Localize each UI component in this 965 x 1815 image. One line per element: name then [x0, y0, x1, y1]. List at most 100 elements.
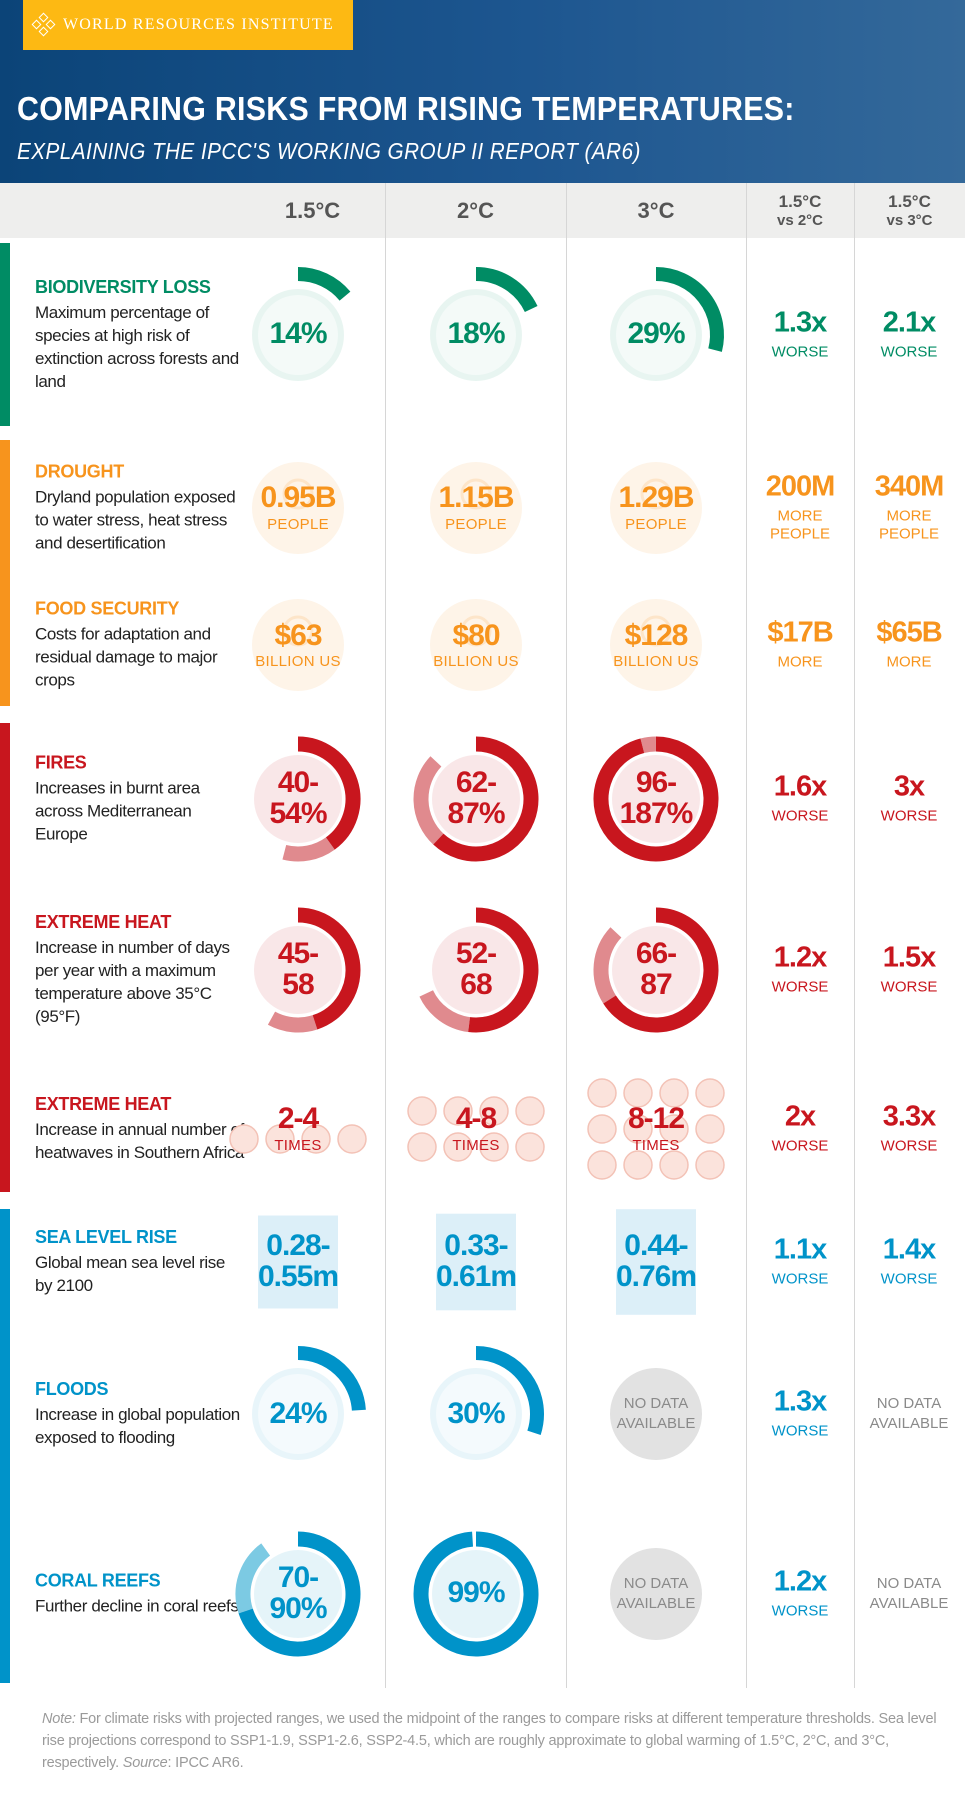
fish-icon — [436, 1213, 516, 1311]
value-number: $80 — [452, 618, 500, 652]
risk-value: 96- 187% — [620, 768, 694, 829]
sun-icon — [659, 1077, 689, 1108]
house-flood-icon — [430, 1346, 544, 1460]
value-number: 40- 54% — [269, 766, 327, 830]
risk-value-cell: 62- 87% — [401, 724, 551, 874]
column-header-1-5-vs-2: 1.5°C vs 2°C — [746, 183, 854, 238]
sun-icon — [252, 461, 344, 554]
wri-logo[interactable]: WORLD RESOURCES INSTITUTE — [23, 0, 353, 50]
range-high-arc — [419, 989, 471, 1033]
sun-icon — [515, 1131, 545, 1162]
crop-icon — [282, 615, 314, 647]
crop-icon — [252, 599, 344, 691]
risk-value-cell: 29% — [581, 260, 731, 410]
value-number: 4-8 — [455, 1102, 497, 1136]
column-header-row: 1.5°C 2°C 3°C 1.5°C vs 2°C 1.5°C vs 3°C — [0, 183, 965, 238]
crop-icon — [460, 615, 492, 647]
flame-icon — [593, 736, 719, 862]
risk-value: 45- 58 — [277, 937, 319, 1001]
value-number: 45- 58 — [277, 937, 319, 1001]
value-number: 1.15B — [438, 481, 514, 515]
sun-icon — [229, 1123, 367, 1154]
comparison-value: 1.4x WORSE — [857, 1235, 962, 1289]
sun-icon — [419, 907, 539, 1033]
comparison-unit: MORE PEOPLE — [878, 507, 940, 542]
range-high-arc — [282, 837, 335, 862]
no-data-backdrop — [610, 1368, 702, 1460]
risk-value-cell: 1.29B PEOPLE — [581, 433, 731, 583]
column-divider — [854, 183, 855, 1688]
sun-icon — [623, 1149, 653, 1180]
risk-value-cell: 66- 87 — [581, 895, 731, 1045]
comparison-value: 1.6x WORSE — [748, 772, 853, 826]
range-low-arc — [238, 1531, 361, 1656]
risk-title: EXTREME HEAT — [35, 912, 172, 932]
range-high-arc — [267, 1011, 318, 1033]
risk-title: DROUGHT — [35, 461, 124, 481]
value-unit: TIMES — [452, 1136, 500, 1154]
comparison-unit: WORSE — [880, 807, 938, 825]
comparison-unit: MORE — [886, 653, 932, 671]
risk-description: Global mean sea level rise by 2100 — [35, 1253, 225, 1295]
risk-value: 30% — [447, 1396, 505, 1430]
comparison-unit: WORSE — [771, 1270, 829, 1288]
note-text: For climate risks with projected ranges,… — [42, 1711, 937, 1771]
icon-backdrop — [432, 926, 520, 1014]
value-number: 66- 87 — [635, 937, 677, 1001]
column-header-1-5c: 1.5°C — [240, 183, 385, 238]
risk-value-cell: 18% — [401, 260, 551, 410]
wri-logo-icon — [31, 12, 56, 37]
comparison-unit: WORSE — [880, 343, 938, 360]
sun-icon — [587, 1077, 617, 1108]
sun-icon — [443, 1095, 473, 1126]
comparison-value: $65B MORE — [857, 618, 962, 672]
risk-value-cell: 8-12 TIMES — [581, 1054, 731, 1204]
comparison-value: 3x WORSE — [857, 772, 962, 826]
risk-value-cell: 0.44- 0.76m — [581, 1187, 731, 1337]
range-high-arc — [413, 756, 444, 845]
risk-value: 1.29B PEOPLE — [618, 483, 694, 532]
value-unit: BILLION US — [255, 653, 341, 671]
risk-description: Increases in burnt area across Mediterra… — [35, 778, 200, 844]
value-number: 30% — [447, 1396, 505, 1430]
comparison-number: 1.2x — [773, 1565, 827, 1597]
risk-value: 62- 87% — [447, 768, 505, 829]
source-text: : IPCC AR6. — [167, 1755, 244, 1771]
value-number: 2-4 — [277, 1102, 319, 1136]
icon-backdrop — [610, 461, 702, 554]
sun-icon — [587, 1077, 725, 1180]
monkey-icon — [610, 266, 724, 381]
risk-value: 14% — [269, 319, 327, 350]
house-flood-icon — [252, 1346, 366, 1460]
risk-value: 0.33- 0.61m — [436, 1231, 517, 1292]
risk-value: 40- 54% — [269, 766, 327, 830]
comparison-value: 3.3x WORSE — [857, 1102, 962, 1155]
range-low-arc — [603, 907, 719, 1033]
risk-row: EXTREME HEAT Increase in annual number of… — [0, 1065, 965, 1192]
column-label: 1.5°C — [778, 191, 822, 211]
comparison-number: 340M — [874, 470, 945, 502]
range-low-arc — [433, 736, 539, 862]
risk-value-cell: $63 BILLION US — [223, 570, 373, 720]
comparison-unit: WORSE — [771, 807, 829, 825]
water-column-icon — [616, 1209, 696, 1315]
no-data-label: NO DATA AVAILABLE — [616, 1574, 696, 1612]
risk-title: EXTREME HEAT — [35, 1093, 172, 1114]
range-low-arc — [468, 907, 539, 1033]
sun-icon — [443, 1131, 473, 1162]
icon-backdrop — [612, 926, 700, 1014]
icon-backdrop-inner — [258, 294, 338, 375]
comparison-number: 1.1x — [773, 1233, 827, 1266]
percentage-arc — [475, 266, 538, 312]
column-header-3c: 3°C — [566, 183, 746, 238]
crop-icon — [640, 615, 672, 647]
risk-value-cell: 45- 58 — [223, 895, 373, 1045]
range-high-arc — [640, 736, 657, 754]
risk-value: 8-12 TIMES — [628, 1104, 685, 1153]
range-low-arc — [297, 907, 361, 1030]
sun-icon — [610, 461, 702, 554]
sun-icon — [695, 1113, 725, 1144]
risk-row: CORAL REEFS Further decline in coral reef… — [0, 1504, 965, 1683]
icon-backdrop — [254, 1549, 342, 1638]
sun-icon — [282, 478, 314, 509]
